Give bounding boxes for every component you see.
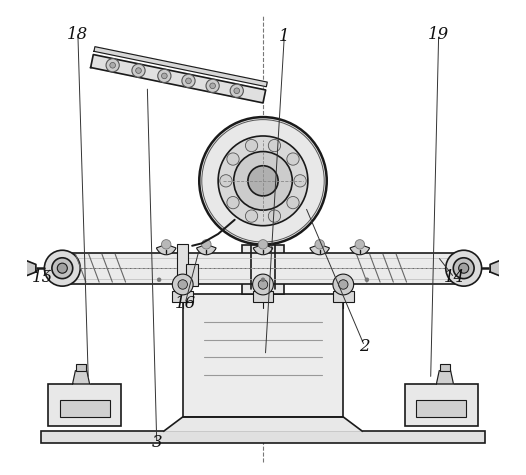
Circle shape (157, 278, 161, 282)
Circle shape (339, 280, 348, 289)
Circle shape (210, 83, 216, 89)
Circle shape (201, 239, 211, 249)
Circle shape (287, 197, 299, 209)
Bar (440, 364, 450, 370)
Bar (252, 291, 274, 303)
Wedge shape (350, 244, 370, 255)
Circle shape (268, 140, 280, 152)
Circle shape (315, 239, 325, 249)
Circle shape (287, 153, 299, 165)
Bar (177, 244, 188, 284)
Circle shape (57, 263, 67, 273)
Wedge shape (253, 244, 273, 255)
Bar (55, 253, 471, 284)
Wedge shape (310, 244, 329, 255)
Circle shape (252, 274, 274, 295)
Polygon shape (164, 417, 362, 431)
Circle shape (234, 152, 292, 210)
Polygon shape (490, 260, 502, 277)
Polygon shape (73, 370, 89, 384)
Bar (60, 400, 109, 417)
Circle shape (227, 197, 239, 209)
Circle shape (161, 73, 167, 79)
Bar (333, 291, 353, 303)
Text: 14: 14 (443, 269, 465, 286)
Circle shape (218, 136, 308, 226)
Circle shape (182, 74, 195, 87)
Circle shape (220, 175, 232, 187)
Bar (48, 384, 122, 427)
Circle shape (446, 250, 482, 286)
Circle shape (333, 274, 353, 295)
Bar (417, 400, 466, 417)
Polygon shape (437, 370, 453, 384)
Circle shape (173, 274, 193, 295)
Circle shape (294, 175, 306, 187)
Circle shape (258, 280, 268, 289)
Circle shape (106, 59, 119, 72)
Circle shape (199, 117, 327, 245)
Circle shape (261, 278, 265, 282)
Circle shape (136, 68, 141, 74)
Wedge shape (197, 244, 216, 255)
Circle shape (246, 140, 258, 152)
Circle shape (230, 84, 244, 97)
Circle shape (459, 263, 469, 273)
Circle shape (227, 153, 239, 165)
Polygon shape (24, 260, 36, 277)
Circle shape (186, 78, 191, 84)
Text: 3: 3 (151, 435, 162, 451)
Circle shape (268, 210, 280, 222)
Circle shape (246, 210, 258, 222)
Circle shape (365, 278, 369, 282)
Circle shape (248, 166, 278, 196)
Circle shape (44, 250, 80, 286)
Text: 1: 1 (279, 28, 289, 45)
Circle shape (258, 239, 268, 249)
Text: 16: 16 (175, 295, 196, 312)
Bar (173, 291, 193, 303)
Circle shape (453, 258, 474, 279)
Circle shape (234, 88, 239, 94)
Wedge shape (156, 244, 176, 255)
Polygon shape (90, 55, 266, 103)
Text: 2: 2 (359, 338, 370, 355)
Circle shape (110, 62, 116, 68)
Text: 15: 15 (32, 269, 53, 286)
Text: 18: 18 (67, 26, 88, 43)
Text: 19: 19 (428, 26, 449, 43)
Bar (76, 364, 86, 370)
Circle shape (178, 280, 187, 289)
Circle shape (206, 79, 219, 93)
Bar (242, 245, 284, 294)
Polygon shape (94, 47, 267, 87)
Circle shape (158, 69, 171, 83)
Circle shape (355, 239, 365, 249)
Circle shape (132, 64, 145, 77)
Bar (404, 384, 478, 427)
Bar (183, 294, 343, 417)
Bar (41, 431, 485, 443)
Circle shape (161, 239, 171, 249)
Circle shape (52, 258, 73, 279)
Bar (187, 265, 198, 286)
